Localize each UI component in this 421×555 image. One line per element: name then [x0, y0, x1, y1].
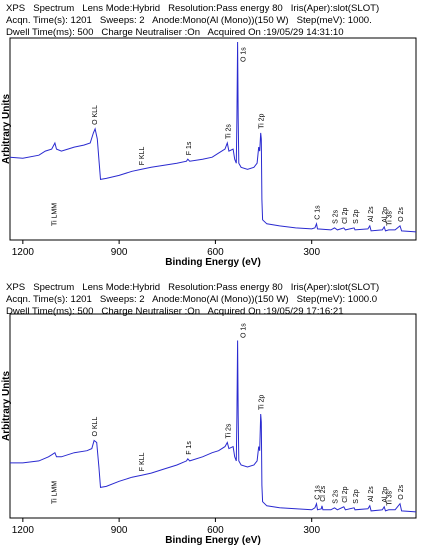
peak-label: O 2s: [398, 484, 405, 499]
peak-label: Al 2s: [368, 206, 375, 222]
peak-label: F 1s: [186, 441, 193, 455]
peak-label: O 2s: [398, 207, 405, 222]
x-tick-label: 900: [111, 525, 128, 536]
peak-label: C 1s: [315, 485, 322, 500]
peak-label: Cl 2p: [342, 207, 349, 223]
peak-label: Cl 2p: [342, 486, 349, 502]
peak-label: F KLL: [139, 147, 146, 166]
header-line: XPS Spectrum Lens Mode:Hybrid Resolution…: [6, 282, 379, 293]
peak-label: O 1s: [241, 323, 248, 338]
peak-label: Ti LMM: [51, 203, 58, 226]
y-axis-label: Arbitrary Units: [1, 94, 12, 164]
peak-label: C 1s: [315, 205, 322, 220]
x-tick-label: 1200: [12, 525, 35, 536]
peak-label: Ti 2p: [259, 395, 266, 410]
x-tick-label: 1200: [12, 247, 35, 258]
peak-label: Ti 2s: [225, 423, 232, 438]
peak-label: Al 2p: [382, 207, 389, 223]
peak-label: F KLL: [139, 452, 146, 471]
peak-label: S 2p: [353, 209, 360, 224]
peak-label: O 1s: [241, 47, 248, 62]
peak-label: Al 2p: [382, 487, 389, 503]
x-tick-label: 600: [207, 247, 224, 258]
header-line: Acqn. Time(s): 1201 Sweeps: 2 Anode:Mono…: [6, 15, 372, 26]
peak-label: S 2p: [353, 489, 360, 504]
peak-label: O KLL: [92, 105, 99, 125]
spectrum-line: [9, 41, 417, 233]
peak-label: Ti 3s: [387, 210, 394, 225]
y-axis-label: Arbitrary Units: [1, 371, 12, 441]
spectrum-line: [10, 340, 417, 513]
header-line: XPS Spectrum Lens Mode:Hybrid Resolution…: [6, 3, 379, 14]
plot-frame: [9, 37, 417, 241]
x-axis-label: Binding Energy (eV): [165, 535, 261, 546]
peak-label: S 2s: [333, 489, 340, 504]
peak-label: Ti LMM: [51, 481, 58, 504]
peak-label: O KLL: [92, 417, 99, 437]
peak-label: Ti 2p: [259, 113, 266, 128]
x-axis-label: Binding Energy (eV): [165, 257, 261, 268]
header-line: Dwell Time(ms): 500 Charge Neutraliser :…: [6, 27, 344, 38]
x-tick-label: 900: [111, 247, 128, 258]
peak-label: Cl 2s: [320, 485, 327, 501]
header-line: Acqn. Time(s): 1201 Sweeps: 2 Anode:Mono…: [6, 294, 377, 305]
plot-frame: [9, 313, 417, 519]
peak-label: Ti 3s: [387, 490, 394, 505]
peak-label: Al 2s: [368, 486, 375, 502]
peak-label: S 2s: [333, 209, 340, 224]
x-tick-label: 600: [207, 525, 224, 536]
header-line: Dwell Time(ms): 500 Charge Neutraliser :…: [6, 306, 344, 317]
peak-label: Ti 2s: [225, 124, 232, 139]
x-tick-label: 300: [303, 525, 320, 536]
x-tick-label: 300: [303, 247, 320, 258]
peak-label: F 1s: [186, 141, 193, 155]
